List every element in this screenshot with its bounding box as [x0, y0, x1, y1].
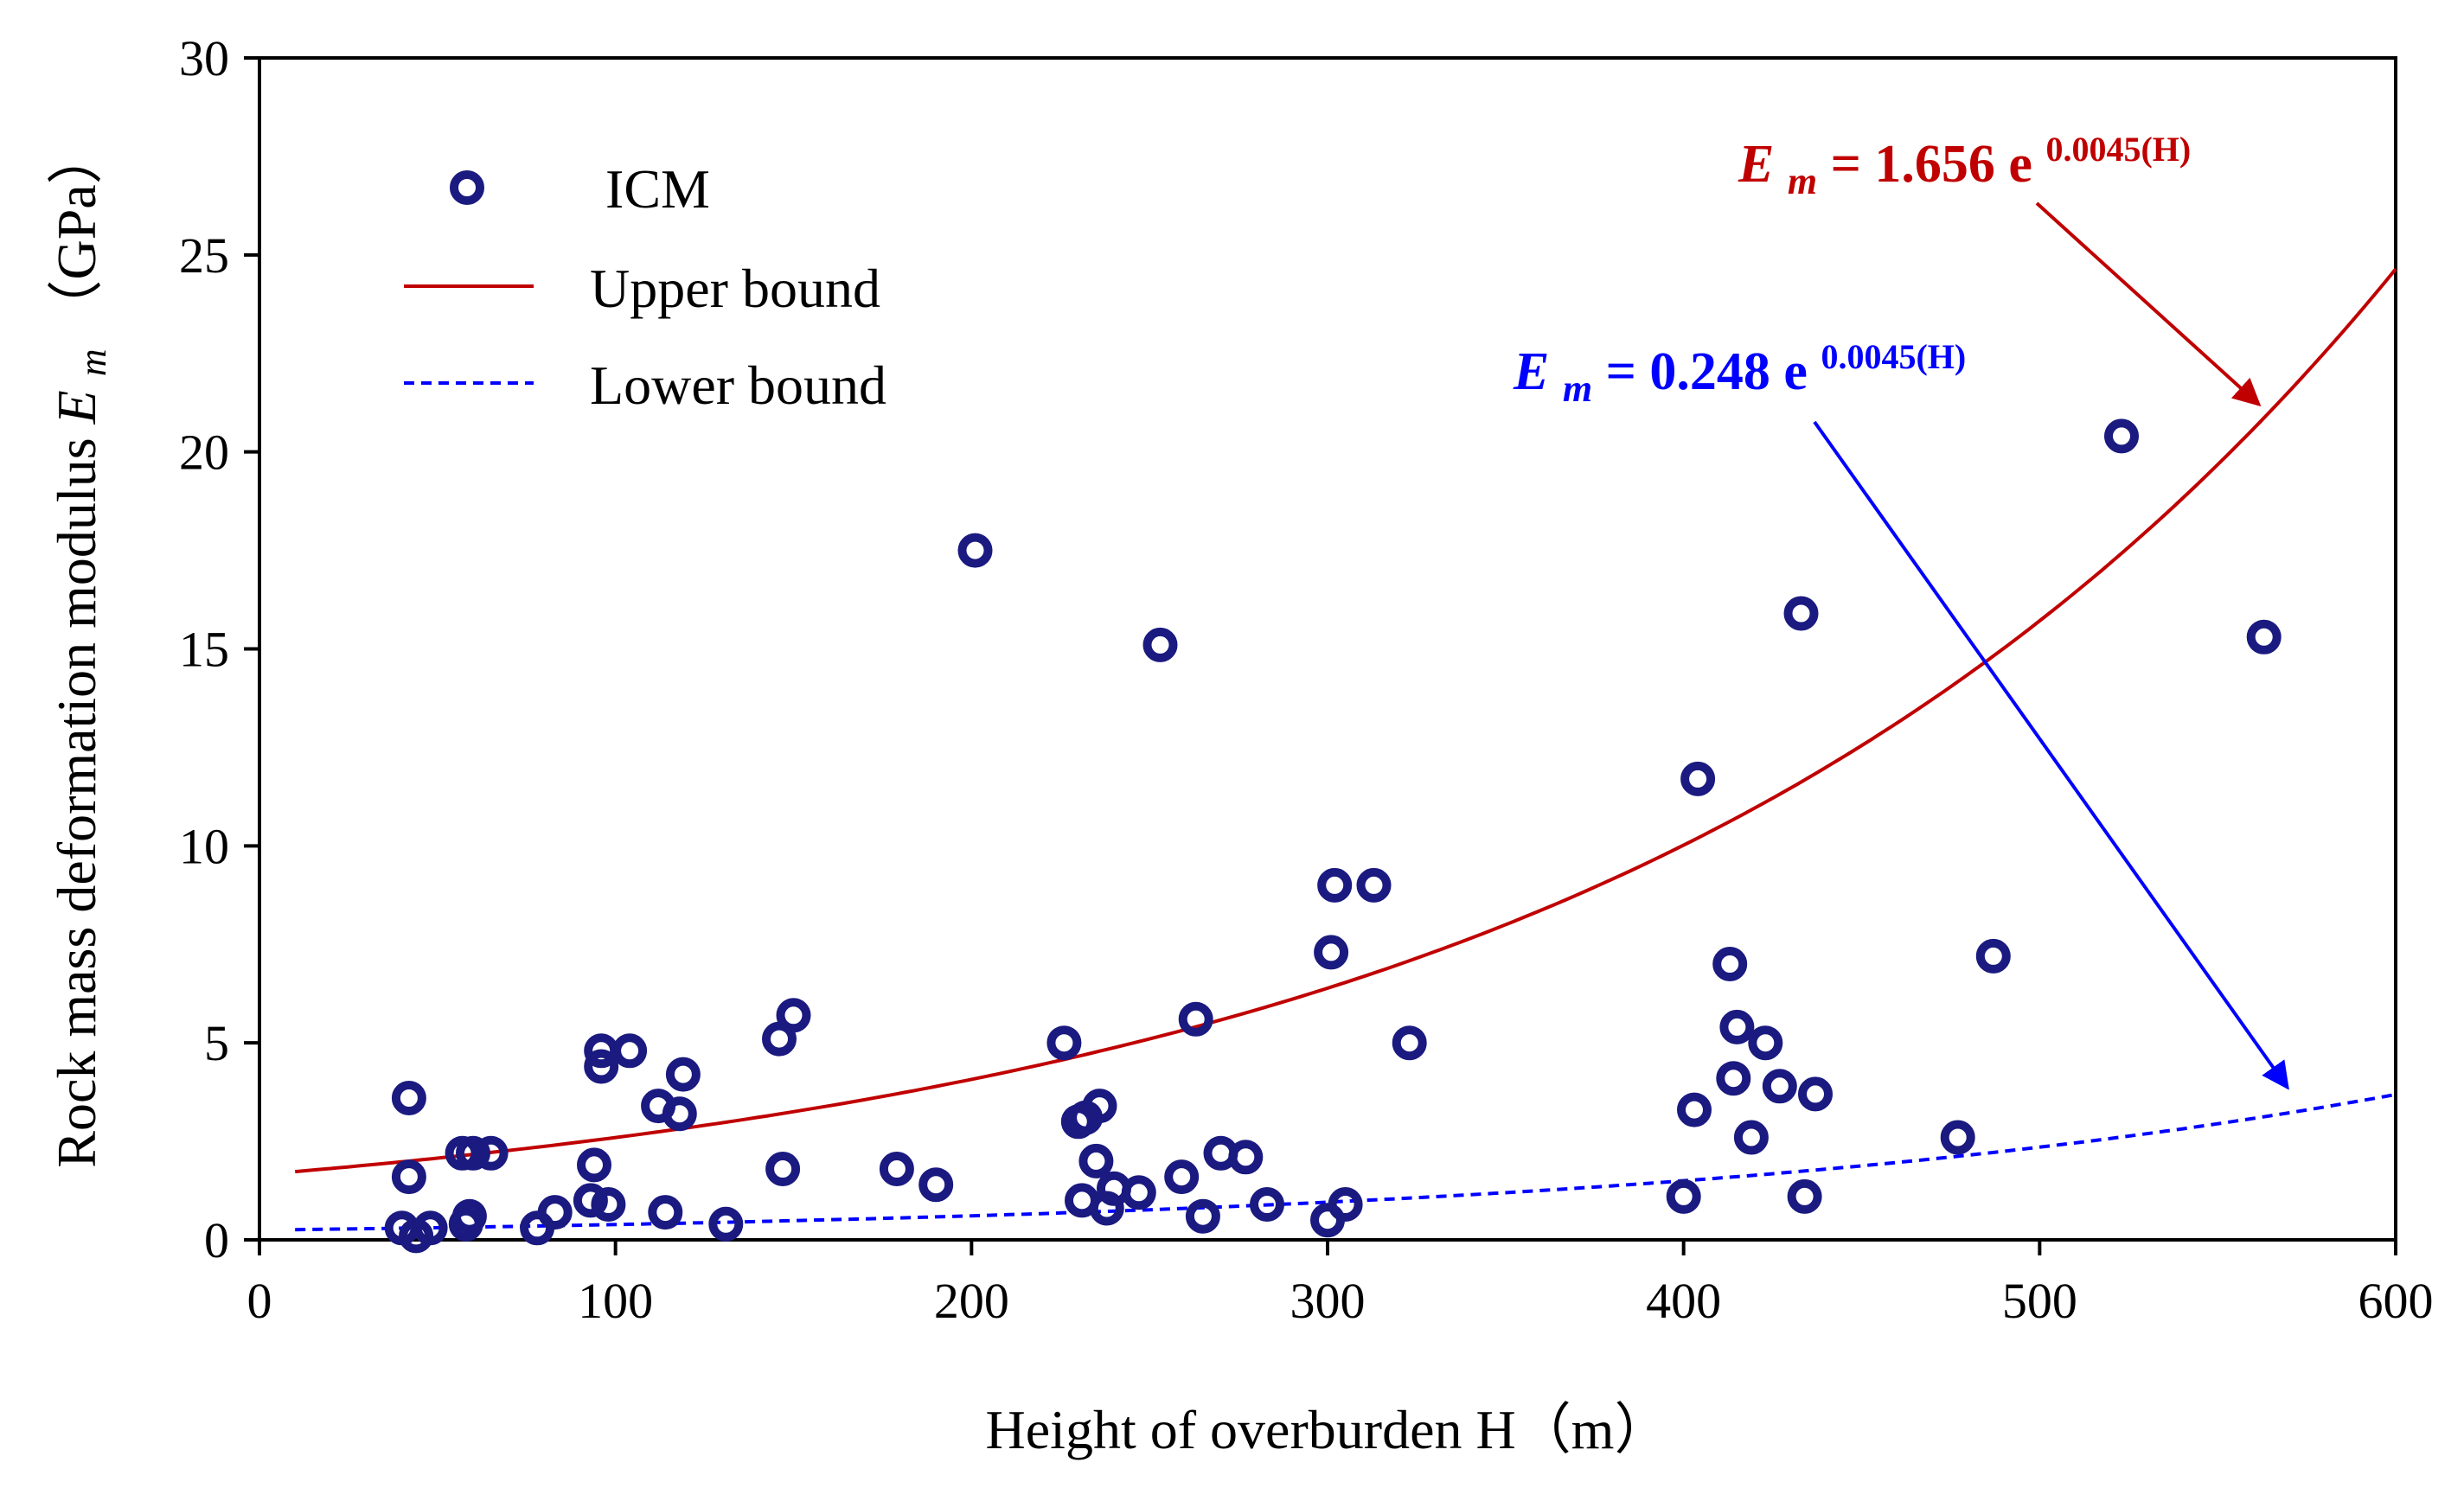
y-tick-label: 30 [179, 30, 229, 86]
icm-point [648, 1195, 683, 1230]
icm-point [1046, 1025, 1082, 1061]
icm-point [413, 1210, 448, 1246]
icm-point [1677, 1092, 1712, 1127]
lower-bound-curve [295, 1092, 2397, 1232]
icm-point [1733, 1120, 1769, 1155]
icm-point [1748, 1025, 1783, 1061]
y-tick-label: 5 [204, 1015, 229, 1071]
y-axis-ticks: 0 5 10 15 20 25 30 [179, 30, 259, 1268]
legend-lower-label: Lower bound [590, 354, 886, 416]
x-axis-title: Height of overburden H（m） [986, 1399, 1670, 1460]
upper-eq-body: = 1.656 e [1831, 135, 2032, 194]
icm-point [391, 1081, 426, 1115]
icm-point [456, 1135, 490, 1171]
icm-point [1078, 1143, 1114, 1178]
icm-point [1185, 1198, 1220, 1234]
icm-point [1666, 1178, 1701, 1214]
upper-equation: E m = 1.656 e 0.0045(H) [1738, 130, 2191, 206]
lower-equation: E m = 0.248 e 0.0045(H) [1513, 337, 1966, 413]
x-tick-label: 200 [934, 1273, 1009, 1329]
icm-point [1164, 1159, 1200, 1195]
icm-point [1712, 947, 1748, 981]
icm-point [762, 1021, 797, 1057]
icm-point [1356, 867, 1392, 903]
legend-icm-label: ICM [605, 158, 710, 220]
icm-point [776, 998, 811, 1033]
icm-point [1317, 867, 1353, 903]
y-tick-label: 0 [204, 1212, 229, 1268]
icm-point [573, 1183, 608, 1218]
icm-point [2246, 619, 2282, 655]
icm-point [1392, 1025, 1427, 1061]
icm-point [1783, 596, 1819, 631]
icm-point [1940, 1120, 1975, 1155]
icm-point [537, 1195, 573, 1230]
plot-frame [258, 56, 2397, 1242]
upper-eq-subscript: m [1788, 160, 1817, 202]
lower-eq-exponent: 0.0045(H) [1821, 337, 1966, 376]
icm-point [1798, 1076, 1833, 1112]
x-tick-label: 100 [578, 1273, 653, 1329]
x-axis-ticks: 0 100 200 300 400 500 600 [247, 1240, 2434, 1329]
icm-point [1228, 1140, 1264, 1175]
icm-point [765, 1152, 801, 1186]
upper-bound-curve [295, 267, 2397, 1174]
y-tick-label: 10 [179, 818, 229, 874]
upper-eq-symbol: E [1738, 135, 1774, 194]
x-tick-label: 400 [1646, 1273, 1721, 1329]
icm-point [918, 1167, 954, 1203]
icm-point [1762, 1069, 1797, 1104]
icm-point [708, 1206, 744, 1242]
lower-equation-arrow [1813, 420, 2289, 1090]
icm-point [591, 1187, 626, 1222]
legend-icm-marker [450, 170, 484, 205]
y-axis-title-symbol: E [46, 390, 107, 425]
legend: ICM Upper bound Lower bound [404, 158, 886, 416]
upper-equation-arrow [2035, 201, 2262, 407]
x-tick-label: 300 [1290, 1273, 1366, 1329]
lower-equation-annotation: E m = 0.248 e 0.0045(H) [1513, 337, 2289, 1090]
icm-point [1178, 1001, 1213, 1037]
lower-eq-body: = 0.248 e [1606, 342, 1808, 401]
y-axis-title-unit: （GPa） [46, 129, 107, 335]
y-axis-title-subscript: m [72, 349, 114, 377]
icm-point [473, 1135, 509, 1171]
icm-point [1082, 1089, 1117, 1124]
icm-point [2104, 418, 2139, 454]
upper-equation-annotation: E m = 1.656 e 0.0045(H) [1738, 130, 2262, 407]
icm-point [1787, 1178, 1822, 1214]
icm-point [577, 1147, 611, 1183]
icm-points [384, 418, 2282, 1254]
icm-point [1250, 1187, 1284, 1222]
x-tick-label: 500 [2002, 1273, 2077, 1329]
icm-point [879, 1152, 914, 1186]
icm-point [1121, 1175, 1156, 1210]
y-tick-label: 15 [179, 622, 229, 678]
icm-point [612, 1033, 648, 1069]
y-tick-label: 25 [179, 227, 229, 284]
lower-eq-subscript: m [1563, 367, 1592, 410]
upper-eq-exponent: 0.0045(H) [2045, 130, 2191, 169]
icm-point [1975, 938, 2011, 974]
legend-upper-label: Upper bound [590, 258, 880, 319]
icm-point [1680, 761, 1716, 796]
icm-point [1328, 1187, 1363, 1222]
x-tick-label: 600 [2358, 1273, 2434, 1329]
y-axis-title-main: Rock mass deformation modulus [46, 437, 107, 1167]
icm-point [584, 1049, 619, 1084]
icm-point [1716, 1061, 1751, 1096]
y-tick-label: 20 [179, 425, 229, 481]
icm-point [665, 1057, 701, 1092]
y-axis-title: Rock mass deformation modulus E m （GPa） [46, 129, 118, 1167]
icm-point [451, 1198, 487, 1234]
icm-point [662, 1096, 697, 1132]
icm-point [1142, 627, 1178, 662]
icm-point [1314, 935, 1349, 970]
icm-point [391, 1159, 426, 1195]
lower-eq-symbol: E [1513, 342, 1549, 401]
icm-point [1719, 1009, 1755, 1044]
icm-point [957, 533, 993, 568]
x-tick-label: 0 [247, 1273, 272, 1329]
